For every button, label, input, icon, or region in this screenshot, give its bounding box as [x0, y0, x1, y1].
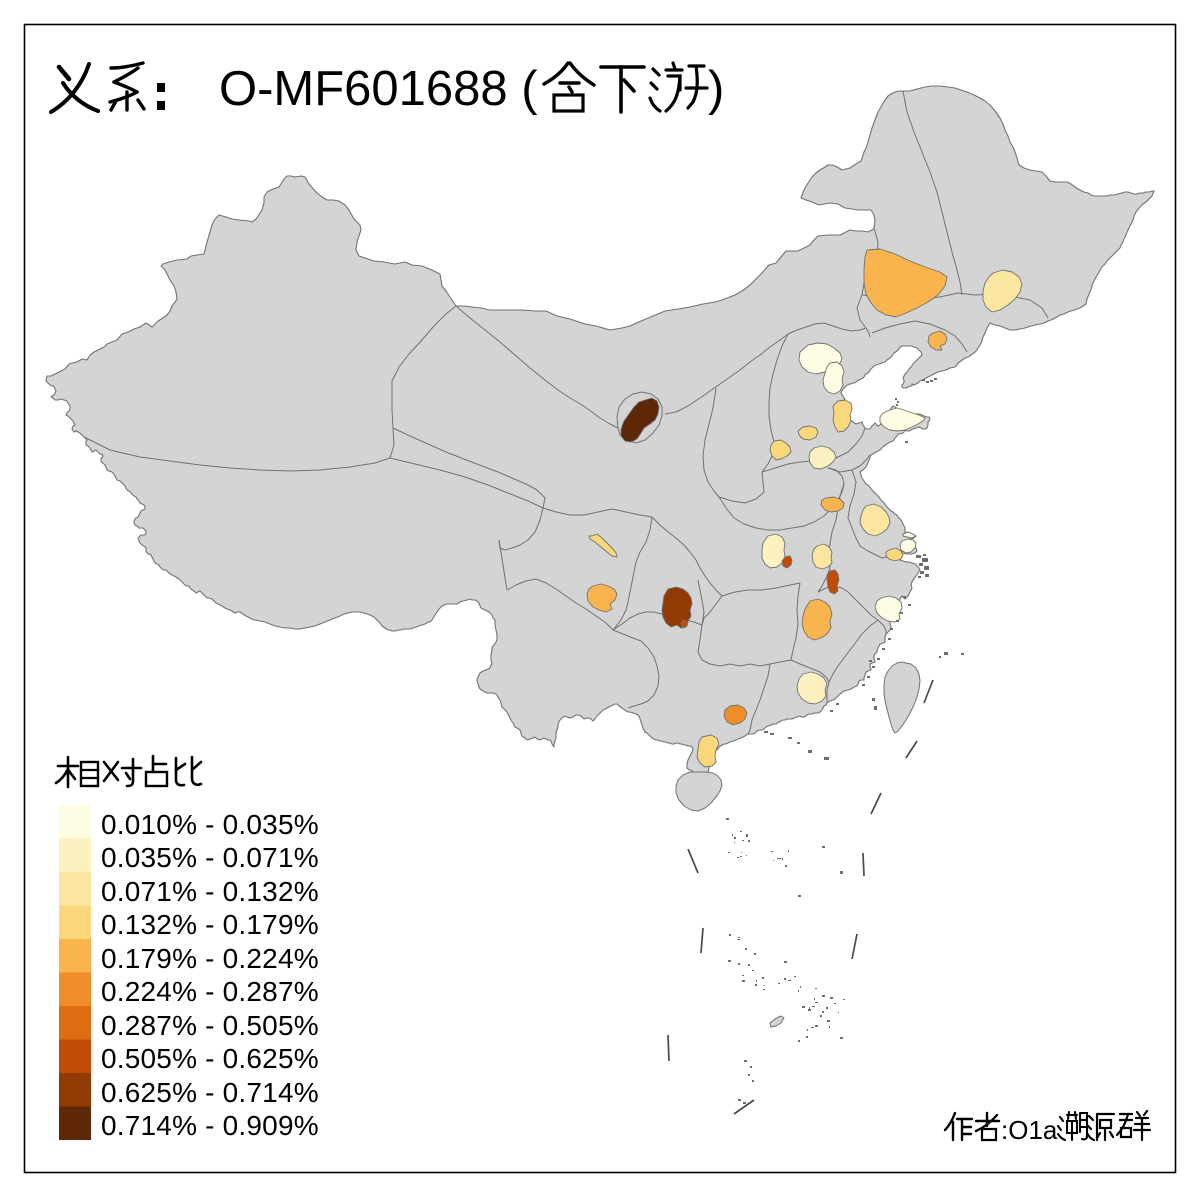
svg-text::O1a: :O1a [1001, 1115, 1058, 1145]
svg-text:0.010% - 0.035%: 0.010% - 0.035% [101, 809, 319, 840]
svg-text:0.714% - 0.909%: 0.714% - 0.909% [101, 1110, 319, 1141]
svg-text:0.179% - 0.224%: 0.179% - 0.224% [101, 943, 319, 974]
svg-text:0.071% - 0.132%: 0.071% - 0.132% [101, 876, 319, 907]
svg-text:O-MF601688 (: O-MF601688 ( [219, 62, 538, 116]
svg-text:0.132% - 0.179%: 0.132% - 0.179% [101, 909, 319, 940]
svg-text:0.287% - 0.505%: 0.287% - 0.505% [101, 1010, 319, 1041]
svg-text:0.224% - 0.287%: 0.224% - 0.287% [101, 976, 319, 1007]
svg-text:0.035% - 0.071%: 0.035% - 0.071% [101, 842, 319, 873]
svg-text:0.505% - 0.625%: 0.505% - 0.625% [101, 1043, 319, 1074]
svg-text:): ) [708, 62, 724, 116]
svg-text:0.625% - 0.714%: 0.625% - 0.714% [101, 1077, 319, 1108]
